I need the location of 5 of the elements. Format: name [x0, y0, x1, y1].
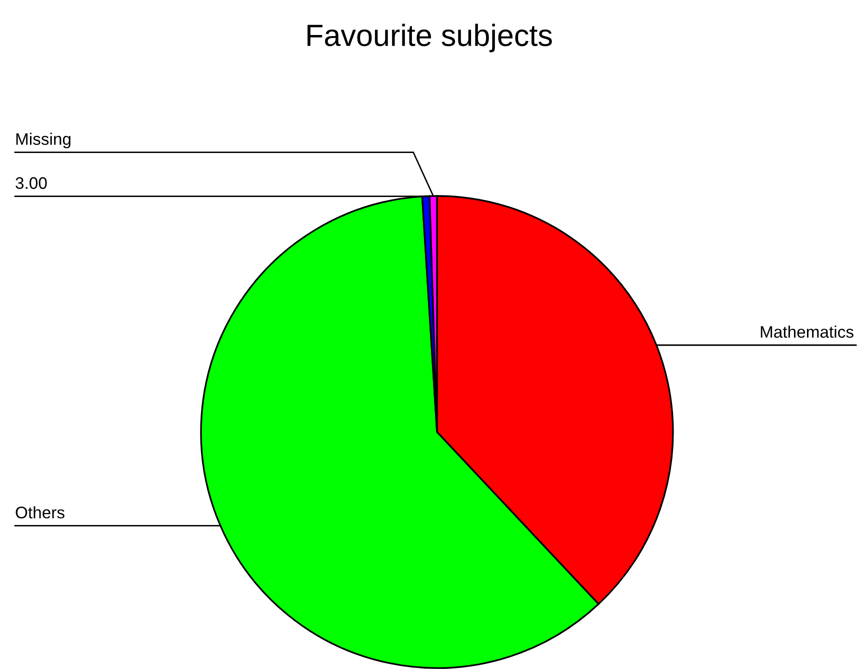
- slice-label: 3.00: [16, 177, 47, 189]
- slice-label: Others: [16, 506, 64, 518]
- chart-title: Favourite subjects: [308, 24, 552, 52]
- slice-label: Mathematics: [760, 326, 854, 338]
- slice-label: Missing: [16, 132, 70, 148]
